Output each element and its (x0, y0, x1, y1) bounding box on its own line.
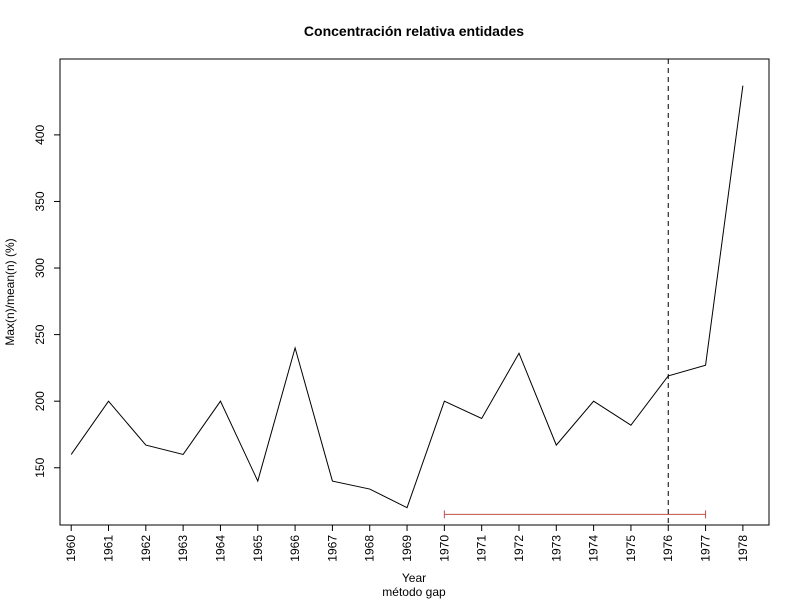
y-axis: 150 200 250 300 350 400 (33, 125, 60, 478)
y-tick-label: 250 (33, 324, 47, 344)
y-tick-label: 200 (33, 391, 47, 411)
x-tick-label: 1960 (64, 535, 78, 562)
x-tick-label: 1963 (176, 535, 190, 562)
plot-frame (59, 58, 770, 526)
x-tick-label: 1964 (213, 535, 227, 562)
x-tick-label: 1975 (624, 535, 638, 562)
x-axis: 1960 1961 1962 1963 1964 1965 1966 1967 1968 1969… (64, 525, 750, 562)
y-axis-label: Max(n)/mean(n) (%) (3, 238, 17, 345)
x-axis-sublabel: método gap (382, 585, 446, 599)
x-tick-label: 1973 (549, 535, 563, 562)
x-tick-label: 1972 (512, 535, 526, 562)
y-tick-label: 300 (33, 258, 47, 278)
chart-title: Concentración relativa entidades (304, 23, 524, 39)
x-tick-label: 1967 (325, 535, 339, 562)
y-tick-label: 350 (33, 191, 47, 211)
x-tick-label: 1966 (288, 535, 302, 562)
x-tick-label: 1961 (102, 535, 116, 562)
x-tick-label: 1978 (736, 535, 750, 562)
x-tick-label: 1969 (400, 535, 414, 562)
x-axis-label: Year (402, 571, 426, 585)
x-tick-label: 1968 (363, 535, 377, 562)
x-tick-label: 1977 (699, 535, 713, 562)
x-tick-label: 1962 (139, 535, 153, 562)
x-tick-label: 1965 (251, 535, 265, 562)
plot-marks (70, 59, 744, 525)
x-tick-label: 1970 (437, 535, 451, 562)
x-tick-label: 1974 (587, 535, 601, 562)
x-tick-label: 1976 (661, 535, 675, 562)
x-tick-label: 1971 (475, 535, 489, 562)
series-line (70, 85, 744, 509)
y-tick-label: 400 (33, 125, 47, 145)
y-tick-label: 150 (33, 457, 47, 477)
